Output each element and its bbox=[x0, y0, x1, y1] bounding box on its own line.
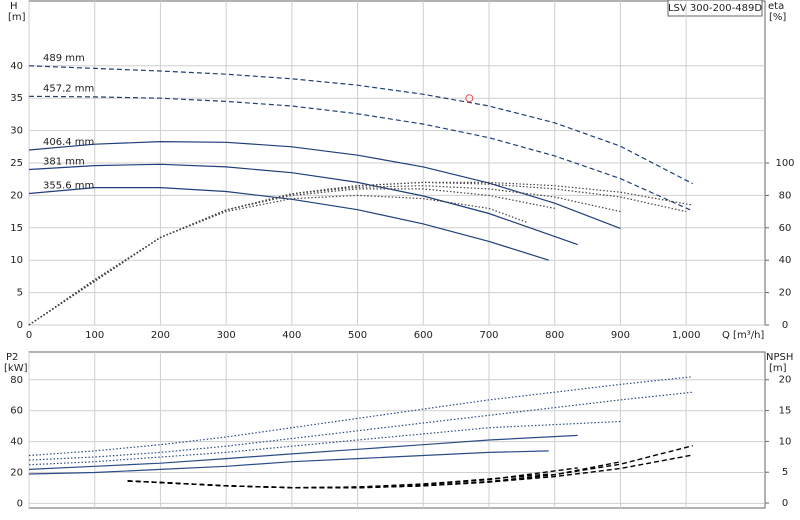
curve bbox=[127, 461, 621, 489]
y-tick-label: 0 bbox=[17, 320, 23, 331]
x-tick-label: 1,000 bbox=[672, 330, 701, 341]
y2-tick-label: 20 bbox=[779, 288, 792, 299]
curve bbox=[28, 420, 621, 466]
y2-tick-label: 0 bbox=[782, 498, 788, 509]
curve bbox=[28, 181, 693, 326]
curve bbox=[28, 181, 687, 326]
y2-tick-label: 40 bbox=[779, 255, 792, 266]
x-tick-label: 800 bbox=[545, 330, 564, 341]
y-tick-label: 40 bbox=[10, 61, 23, 72]
y2-label: NPSH bbox=[766, 352, 793, 363]
y2-tick-label: 80 bbox=[779, 190, 792, 201]
y-tick-label: 25 bbox=[10, 158, 23, 169]
y-tick-label: 10 bbox=[10, 255, 23, 266]
y2-tick-label: 100 bbox=[775, 158, 794, 169]
y-tick-label: 60 bbox=[10, 406, 23, 417]
y-tick-label: 40 bbox=[10, 437, 23, 448]
x-tick-label: 200 bbox=[151, 330, 170, 341]
curve bbox=[28, 188, 555, 326]
y-label: H bbox=[10, 1, 18, 12]
y-unit: [kW] bbox=[4, 363, 28, 374]
curve bbox=[28, 95, 693, 212]
chart-title: LSV 300-200-489D bbox=[668, 3, 762, 14]
curve bbox=[28, 187, 549, 261]
curve-label: 381 mm bbox=[43, 156, 85, 167]
y-tick-label: 30 bbox=[10, 126, 23, 137]
y-tick-label: 20 bbox=[10, 467, 23, 478]
x-tick-label: 300 bbox=[217, 330, 236, 341]
curve bbox=[28, 140, 621, 229]
x-tick-label: 900 bbox=[611, 330, 630, 341]
y2-tick-label: 10 bbox=[779, 436, 792, 447]
curve bbox=[28, 185, 621, 326]
y-tick-label: 15 bbox=[10, 223, 23, 234]
y2-tick-label: 5 bbox=[782, 467, 788, 478]
x-tick-label: 700 bbox=[479, 330, 498, 341]
y-tick-label: 5 bbox=[17, 288, 23, 299]
y2-unit: [%] bbox=[769, 12, 786, 23]
curve bbox=[28, 450, 549, 475]
y-label: P2 bbox=[6, 352, 18, 363]
x-tick-label: 100 bbox=[85, 330, 104, 341]
y-tick-label: 20 bbox=[10, 190, 23, 201]
x-label: Q [m³/h] bbox=[722, 330, 764, 341]
y2-tick-label: 20 bbox=[779, 375, 792, 386]
y2-tick-label: 0 bbox=[782, 320, 788, 331]
curve-label: 457.2 mm bbox=[43, 83, 94, 94]
y2-label: eta bbox=[768, 1, 784, 12]
y-tick-label: 0 bbox=[17, 498, 23, 509]
y-tick-label: 80 bbox=[10, 375, 23, 386]
curve bbox=[28, 376, 693, 457]
x-tick-label: 500 bbox=[348, 330, 367, 341]
y-tick-label: 35 bbox=[10, 93, 23, 104]
y2-tick-label: 60 bbox=[779, 223, 792, 234]
x-tick-label: 0 bbox=[26, 330, 32, 341]
curve bbox=[28, 391, 693, 461]
title-box bbox=[667, 0, 763, 17]
duty-point bbox=[465, 94, 474, 103]
curve-label: 489 mm bbox=[43, 53, 85, 64]
curve bbox=[28, 163, 578, 246]
y-unit: [m] bbox=[8, 12, 26, 23]
bottom-frame bbox=[28, 351, 766, 509]
x-tick-label: 600 bbox=[414, 330, 433, 341]
curve bbox=[28, 434, 578, 470]
x-tick-label: 400 bbox=[282, 330, 301, 341]
curve bbox=[127, 473, 549, 489]
y2-tick-label: 15 bbox=[779, 406, 792, 417]
curve-label: 355.6 mm bbox=[43, 180, 94, 191]
curve bbox=[28, 65, 693, 185]
y2-unit: [m] bbox=[769, 363, 787, 374]
curve-label: 406.4 mm bbox=[43, 137, 94, 148]
plot-layer: 0 100 200 300 400 500 600 700 800 900 1,0000510152… bbox=[10, 1, 795, 509]
